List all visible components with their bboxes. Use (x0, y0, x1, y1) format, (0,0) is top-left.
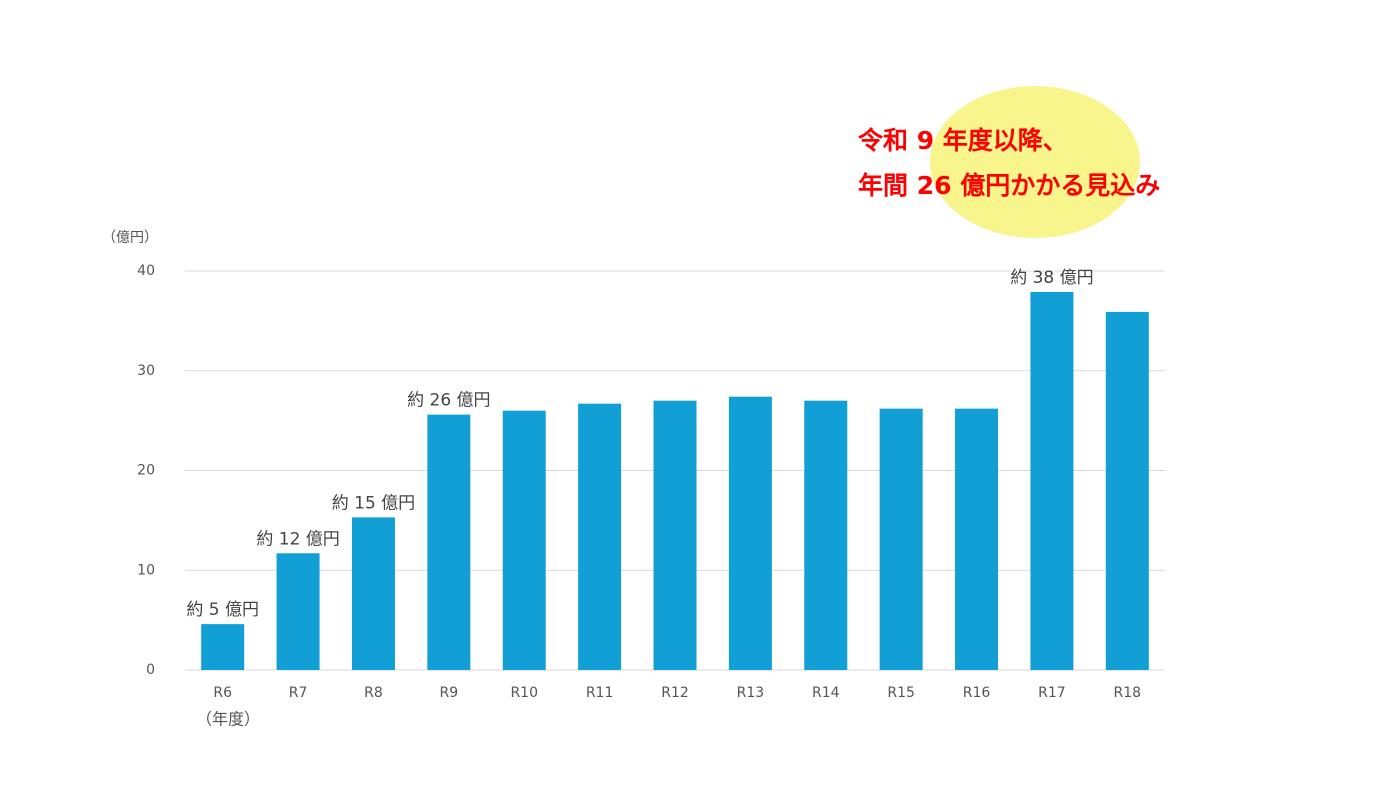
data-label: 約 15 億円 (332, 493, 415, 513)
bar (804, 400, 848, 670)
bar (427, 414, 471, 670)
x-tick-label: R12 (661, 685, 689, 701)
data-label: 約 38 億円 (1010, 268, 1093, 288)
x-tick-label: R9 (440, 685, 459, 701)
x-tick-label: R17 (1038, 685, 1066, 701)
bar (879, 408, 923, 670)
bar (1030, 291, 1074, 670)
y-tick-label: 10 (137, 562, 155, 578)
bar (1105, 311, 1149, 670)
data-label: 約 26 億円 (407, 391, 490, 411)
bar (201, 624, 245, 670)
x-tick-label: R11 (586, 685, 614, 701)
bar (955, 408, 999, 670)
data-label: 約 12 億円 (256, 529, 339, 549)
x-tick-label: R13 (737, 685, 765, 701)
x-tick-label: R18 (1114, 685, 1142, 701)
y-tick-label: 30 (137, 363, 155, 379)
annotation-highlight (930, 86, 1140, 238)
x-tick-label: R6 (213, 685, 232, 701)
bar (653, 400, 697, 670)
y-tick-label: 0 (146, 662, 155, 678)
annotation: 年間 26 億円かかる見込み (858, 171, 1160, 200)
x-tick-label: R15 (887, 685, 915, 701)
bar (502, 410, 546, 670)
x-tick-label: R7 (289, 685, 308, 701)
bar (578, 403, 622, 670)
x-tick-label: R14 (812, 685, 840, 701)
y-tick-label: 40 (137, 263, 155, 279)
data-label: 約 5 億円 (186, 600, 259, 620)
annotation: 令和 9 年度以降、 (858, 126, 1068, 155)
x-tick-label: R16 (963, 685, 991, 701)
bar (276, 553, 320, 670)
x-tick-label: R10 (510, 685, 538, 701)
x-tick-label: R8 (364, 685, 383, 701)
y-tick-label: 20 (137, 463, 155, 479)
x-axis-label: （年度） (196, 710, 260, 729)
y-axis-label: （億円） (102, 230, 158, 246)
bar (351, 517, 395, 670)
bar (728, 396, 772, 670)
